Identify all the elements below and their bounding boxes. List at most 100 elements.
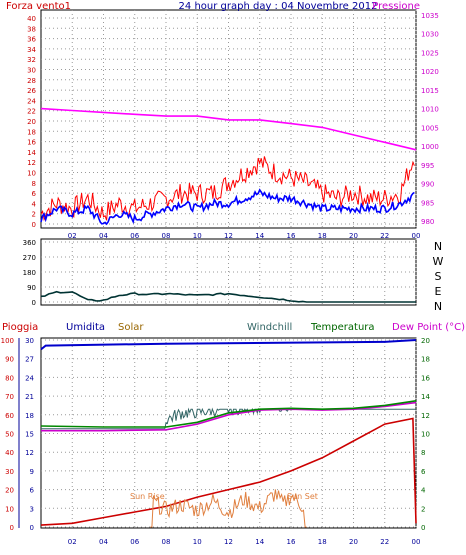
rain-axis-tick: 60 — [5, 412, 14, 420]
wind-axis-tick: 16 — [27, 139, 36, 147]
pressure-line — [40, 107, 417, 151]
humidity-axis-tick: 0 — [30, 524, 34, 532]
pressure-title: Pressione — [372, 1, 420, 12]
legend-label: Windchill — [247, 322, 292, 333]
x-tick-p3: 10 — [193, 538, 202, 546]
x-tick-p3: 20 — [349, 538, 358, 546]
x-tick-p3: 18 — [318, 538, 327, 546]
temp-axis-tick: 16 — [421, 374, 430, 382]
compass-label: N — [434, 300, 442, 313]
humidity-axis-tick: 27 — [25, 356, 34, 364]
x-tick-p1: 06 — [130, 232, 139, 240]
x-tick-p1: 12 — [224, 232, 233, 240]
wind-axis-tick: 20 — [27, 118, 36, 126]
x-tick-p3: 12 — [224, 538, 233, 546]
rain-axis-tick: 90 — [5, 356, 14, 364]
humidity-line — [40, 339, 417, 351]
pressure-axis-tick: 1030 — [421, 31, 439, 39]
pressure-axis-tick: 1005 — [421, 124, 439, 132]
direction-axis-tick: 90 — [27, 284, 36, 292]
temp-axis-tick: 4 — [421, 487, 426, 495]
wind-axis-tick: 24 — [27, 97, 36, 105]
humidity-axis-tick: 6 — [30, 487, 35, 495]
pressure-axis-tick: 1015 — [421, 87, 439, 95]
legend-label: Solar — [118, 322, 144, 333]
humidity-axis-tick: 18 — [25, 412, 34, 420]
legend-label: Umidita — [66, 322, 105, 333]
x-tick-p1: 14 — [255, 232, 264, 240]
pressure-axis-tick: 1020 — [421, 68, 439, 76]
humidity-axis-tick: 3 — [30, 505, 34, 513]
x-tick-p1: 22 — [380, 232, 389, 240]
compass-label: S — [435, 270, 442, 283]
temp-humidity-grid — [41, 338, 417, 528]
humidity-axis-tick: 9 — [30, 468, 34, 476]
sun-set-label: Sun Set — [287, 492, 318, 501]
wind-axis-tick: 32 — [27, 56, 36, 64]
temp-axis-tick: 20 — [421, 337, 430, 345]
temp-axis-tick: 12 — [421, 412, 430, 420]
graph-title: 24 hour graph day : 04 Novembre 2012 — [179, 1, 378, 12]
rain-axis-tick: 20 — [5, 487, 14, 495]
humidity-axis-tick: 24 — [25, 374, 34, 382]
pressure-axis-tick: 1010 — [421, 106, 439, 114]
rain-axis-tick: 30 — [5, 468, 14, 476]
wind-axis-tick: 38 — [27, 25, 36, 33]
rain-line — [40, 417, 417, 526]
wind-axis-tick: 6 — [32, 190, 37, 198]
solar-line — [150, 489, 307, 528]
wind-axis-tick: 2 — [32, 211, 36, 219]
wind-axis-tick: 14 — [27, 149, 36, 157]
wind-title: Forza vento1 — [6, 1, 71, 12]
wind-axis-tick: 30 — [27, 67, 36, 75]
x-tick-p1: 10 — [193, 232, 202, 240]
x-tick-p1: 08 — [162, 232, 171, 240]
wind-axis-tick: 28 — [27, 77, 36, 85]
x-tick-p3: 06 — [130, 538, 139, 546]
pressure-axis-tick: 1000 — [421, 143, 439, 151]
x-tick-p1: 20 — [349, 232, 358, 240]
temp-axis-tick: 6 — [421, 468, 426, 476]
compass-label: E — [435, 285, 442, 298]
wind-axis-tick: 18 — [27, 128, 36, 136]
x-tick-p3: 08 — [162, 538, 171, 546]
rain-axis-tick: 40 — [5, 449, 14, 457]
direction-axis-tick: 0 — [32, 299, 36, 307]
pressure-axis-tick: 1035 — [421, 12, 439, 20]
x-tick-p1: 02 — [68, 232, 77, 240]
x-tick-p1: 04 — [99, 232, 108, 240]
wind-pressure-grid — [41, 10, 417, 228]
humidity-axis-tick: 15 — [25, 431, 34, 439]
x-tick-p1: 18 — [318, 232, 327, 240]
compass-label: N — [434, 240, 442, 253]
temp-axis-tick: 14 — [421, 393, 430, 401]
legend-label: Dew Point (°C) — [392, 322, 465, 333]
temp-axis-tick: 8 — [421, 449, 425, 457]
temp-axis-tick: 2 — [421, 505, 425, 513]
wind-axis-tick: 8 — [32, 180, 36, 188]
rain-axis-tick: 10 — [5, 505, 14, 513]
sun-rise-label: Sun Rise — [130, 492, 165, 501]
x-tick-p3: 14 — [255, 538, 264, 546]
compass-label: W — [433, 255, 444, 268]
humidity-axis-tick: 30 — [25, 337, 34, 345]
pressure-axis-tick: 1025 — [421, 49, 439, 57]
pressure-axis-tick: 995 — [421, 162, 434, 170]
rain-axis-tick: 70 — [5, 393, 14, 401]
temp-axis-tick: 10 — [421, 431, 430, 439]
wind-axis-tick: 10 — [27, 170, 36, 178]
direction-axis-tick: 270 — [23, 254, 36, 262]
x-tick-p3: 04 — [99, 538, 108, 546]
wind-axis-tick: 0 — [32, 221, 36, 229]
x-tick-p3: 22 — [380, 538, 389, 546]
rain-axis-tick: 100 — [1, 337, 14, 345]
wind-average-line — [40, 188, 415, 226]
pressure-axis-tick: 985 — [421, 199, 434, 207]
rain-axis-tick: 50 — [5, 431, 14, 439]
rain-axis-tick: 80 — [5, 374, 14, 382]
x-tick-p1: 00 — [412, 232, 421, 240]
wind-axis-tick: 22 — [27, 108, 36, 116]
wind-axis-tick: 40 — [27, 15, 36, 23]
